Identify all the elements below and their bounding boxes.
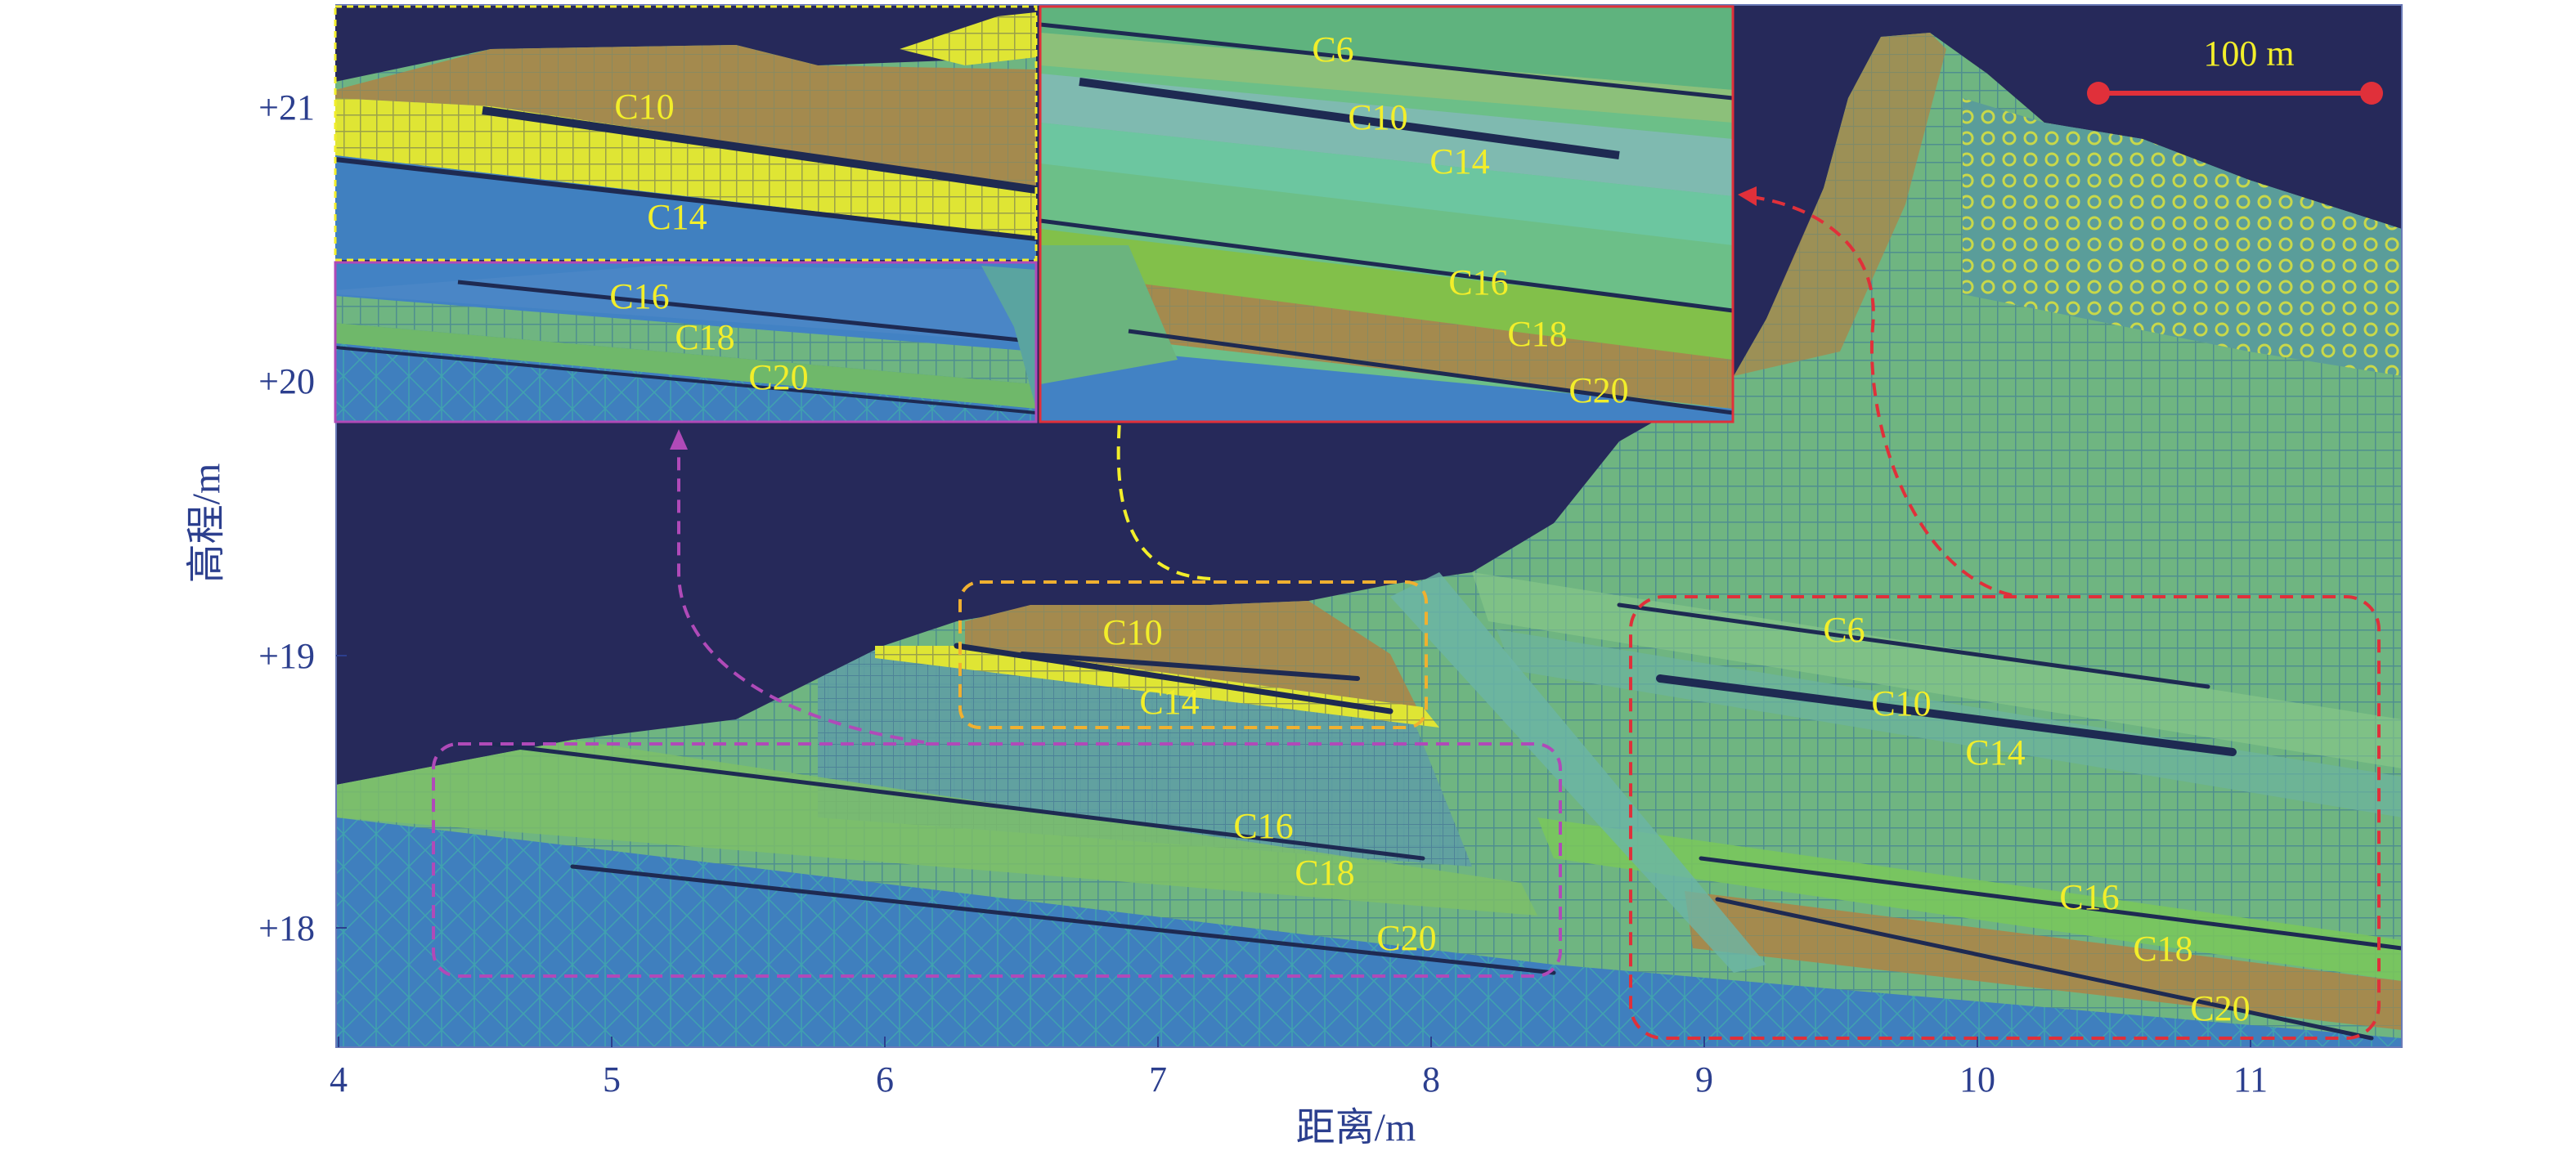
inset-red-c14: C14: [1429, 141, 1489, 181]
label-c14-right: C14: [1965, 732, 2025, 773]
slope-model: [336, 33, 2402, 1047]
purple-arrowhead: [670, 429, 688, 450]
x-tick-9: 9: [1695, 1059, 1713, 1100]
yellow-left-layer: [875, 646, 1439, 728]
purple-connector: [677, 441, 925, 744]
layer-r3: [1537, 817, 2402, 981]
inset-yellow: C10 C14: [334, 5, 1038, 262]
layer-r1: [1472, 572, 2402, 768]
label-c16-left: C16: [1233, 806, 1293, 846]
brown-left-layer: [965, 601, 1423, 719]
y-tick-20: +20: [258, 361, 315, 401]
x-tick-4: 4: [330, 1059, 348, 1100]
inset-red-c18: C18: [1507, 314, 1567, 354]
main-labels-left: C10 C14 C16 C18 C20: [1102, 612, 1436, 958]
fault-plane: [1390, 572, 1766, 973]
coal-seams: [488, 602, 2402, 1041]
label-c14-left: C14: [1139, 682, 1199, 722]
label-c6-right: C6: [1823, 610, 1865, 650]
inset-purple-c16: C16: [609, 276, 669, 316]
y-tick-19: +19: [258, 636, 315, 676]
yellow-highlight-box: [958, 580, 1428, 729]
rock-mass: [1963, 98, 2402, 376]
layer-r2: [1497, 629, 2402, 817]
scale-bar: 100 m: [2087, 34, 2383, 105]
x-tick-7: 7: [1149, 1059, 1167, 1100]
y-axis-label: 高程/m: [185, 464, 228, 584]
inset-red-c6: C6: [1312, 29, 1353, 69]
inset-yellow-c14: C14: [647, 197, 707, 237]
scale-bar-label: 100 m: [2203, 34, 2294, 74]
x-tick-6: 6: [876, 1059, 894, 1100]
inset-red-c16: C16: [1448, 262, 1508, 302]
y-tick-18: +18: [258, 908, 315, 948]
x-axis-label: 距离/m: [1296, 1106, 1416, 1149]
label-c20-right: C20: [2190, 988, 2250, 1028]
x-tick-8: 8: [1422, 1059, 1440, 1100]
purple-highlight-box: [432, 742, 1562, 978]
label-c20-left: C20: [1376, 918, 1436, 958]
green-left-layer: [336, 740, 1537, 916]
axes-frame: [335, 4, 2403, 1048]
y-axis: +21 +20 +19 +18 高程/m: [185, 87, 347, 948]
inset-purple: C16 C18 C20: [334, 261, 1038, 423]
label-c18-right: C18: [2133, 929, 2192, 969]
inset-yellow-c10: C10: [614, 87, 674, 127]
main-labels-right: C6 C10 C14 C16 C18 C20: [1823, 610, 2250, 1028]
x-tick-11: 11: [2233, 1059, 2268, 1100]
red-connector: [1745, 195, 2013, 597]
label-c10-left: C10: [1102, 612, 1162, 652]
red-arrowhead: [1738, 186, 1757, 206]
inset-purple-c20: C20: [748, 357, 808, 397]
x-tick-10: 10: [1959, 1059, 1995, 1100]
x-axis: 4 5 6 7 8 9 10 11 距离/m: [330, 1037, 2268, 1149]
red-highlight-box: [1629, 595, 2381, 1040]
bedrock-left: [336, 826, 1554, 1047]
label-c10-right: C10: [1871, 683, 1931, 723]
inset-red: C6 C10 C14 C16 C18 C20: [1039, 5, 1735, 423]
inset-red-c20: C20: [1568, 370, 1628, 410]
inset-red-c10: C10: [1348, 97, 1407, 137]
label-c16-right: C16: [2059, 877, 2119, 917]
y-tick-21: +21: [258, 87, 315, 128]
layer-r4: [1685, 891, 2402, 1030]
inset-purple-c18: C18: [675, 317, 734, 357]
label-c18-left: C18: [1295, 853, 1354, 893]
x-tick-5: 5: [603, 1059, 621, 1100]
brown-upper-band: [1734, 33, 1946, 376]
